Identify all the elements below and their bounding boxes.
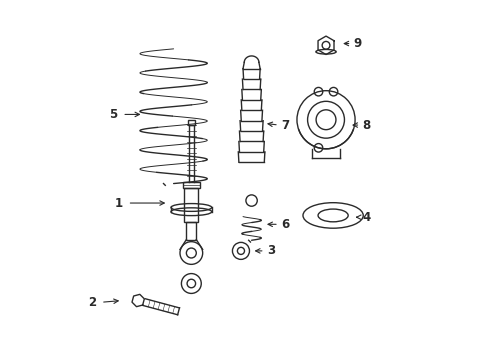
Text: 2: 2 [88,296,96,309]
Text: 4: 4 [362,211,370,224]
Bar [183,182,200,188]
Bar [184,188,198,222]
Text: 8: 8 [362,118,370,131]
Text: 3: 3 [266,244,275,257]
Text: 9: 9 [353,37,361,50]
Text: 6: 6 [281,218,289,231]
Bar [186,222,196,239]
Text: 5: 5 [109,108,117,121]
Bar [187,120,195,125]
Text: 7: 7 [281,118,289,131]
Text: 1: 1 [114,197,122,210]
